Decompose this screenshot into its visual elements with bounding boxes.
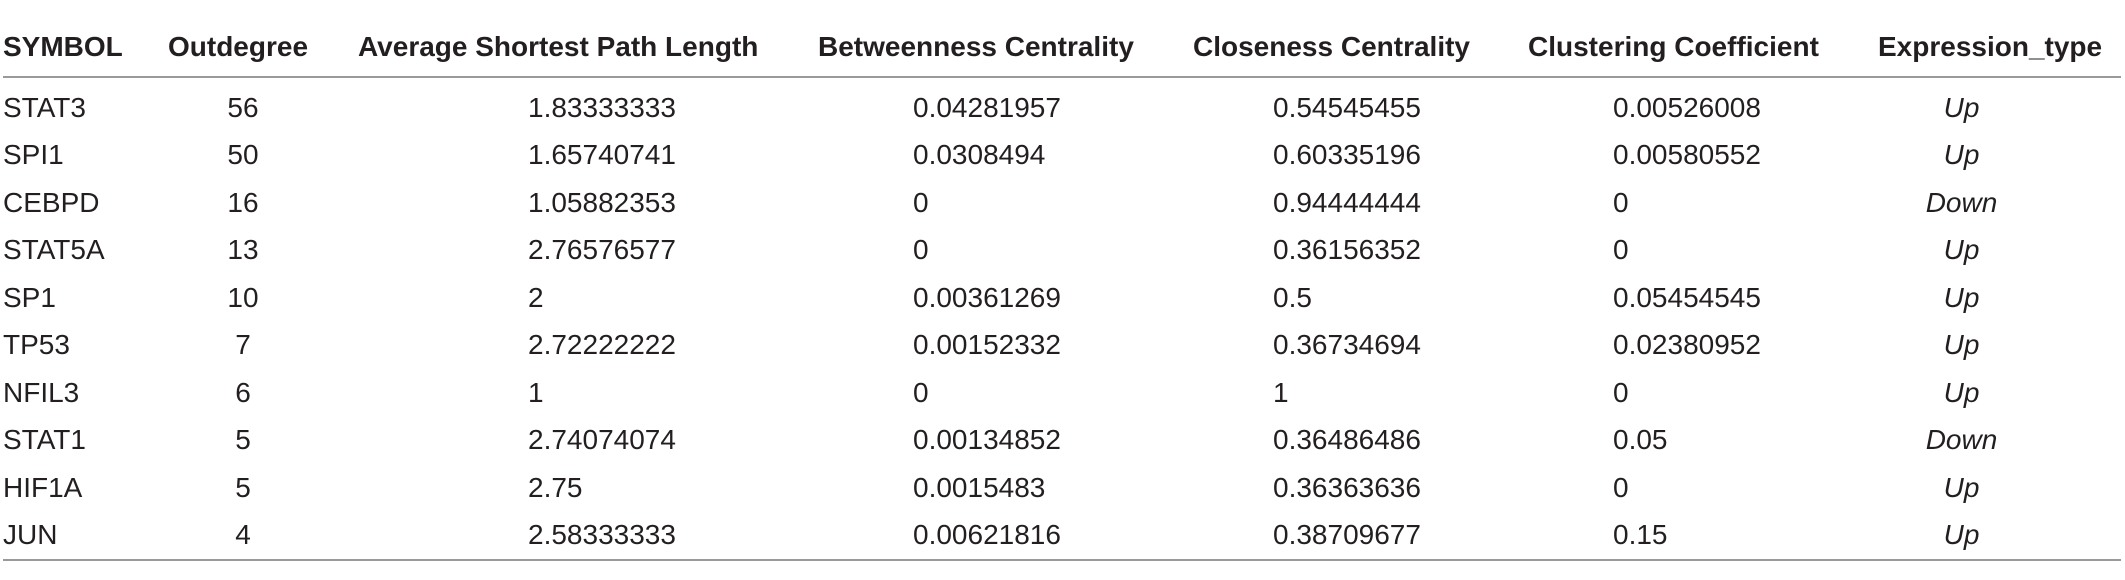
cell-expression-type: Up [1943,91,1980,123]
data-table-container: SYMBOL Outdegree Average Shortest Path L… [3,0,2121,561]
cell-clustering: 0.00526008 [1613,91,1761,123]
cell-closeness: 0.54545455 [1273,91,1421,123]
header-clustering: Clustering Coefficient [1528,31,1819,62]
cell-expression-type: Up [1943,376,1980,408]
table-body: STAT3 56 1.83333333 0.04281957 0.54545455 0.0… [3,77,2121,559]
table-row: SP1 10 2 0.00361269 0.5 0.05454545 Up [3,274,2121,322]
cell-outdegree: 5 [235,471,251,503]
cell-clustering: 0.00580552 [1613,139,1761,171]
cell-symbol: STAT3 [3,91,86,123]
header-closeness: Closeness Centrality [1193,31,1470,62]
cell-outdegree: 7 [235,329,251,361]
cell-outdegree: 10 [227,281,259,313]
cell-avg-shortest-path: 1.83333333 [528,91,676,123]
header-betweenness: Betweenness Centrality [818,31,1134,62]
cell-betweenness: 0.00621816 [913,519,1061,551]
table-row: HIF1A 5 2.75 0.0015483 0.36363636 0 Up [3,464,2121,512]
cell-closeness: 0.94444444 [1273,186,1421,218]
cell-closeness: 1 [1273,376,1289,408]
cell-outdegree: 56 [227,91,259,123]
table-row: NFIL3 6 1 0 1 0 Up [3,369,2121,417]
cell-avg-shortest-path: 1.05882353 [528,186,676,218]
cell-closeness: 0.38709677 [1273,519,1421,551]
cell-symbol: STAT5A [3,234,105,266]
cell-closeness: 0.36156352 [1273,234,1421,266]
cell-closeness: 0.36363636 [1273,471,1421,503]
cell-symbol: TP53 [3,329,70,361]
cell-closeness: 0.60335196 [1273,139,1421,171]
cell-clustering: 0.05454545 [1613,281,1761,313]
cell-expression-type: Up [1943,329,1980,361]
cell-expression-type: Up [1943,519,1980,551]
cell-outdegree: 50 [227,139,259,171]
cell-expression-type: Down [1925,186,1998,218]
cell-avg-shortest-path: 2.72222222 [528,329,676,361]
cell-expression-type: Up [1943,234,1980,266]
table-row: CEBPD 16 1.05882353 0 0.94444444 0 Down [3,179,2121,227]
table-row: STAT3 56 1.83333333 0.04281957 0.54545455 0.0… [3,77,2121,132]
cell-symbol: SP1 [3,281,56,313]
table-row: JUN 4 2.58333333 0.00621816 0.38709677 0.15 Up [3,512,2121,560]
cell-avg-shortest-path: 2 [528,281,544,313]
cell-betweenness: 0.04281957 [913,91,1061,123]
header-avg-shortest-path: Average Shortest Path Length [358,31,759,62]
cell-outdegree: 13 [227,234,259,266]
cell-expression-type: Up [1943,139,1980,171]
cell-clustering: 0 [1613,471,1629,503]
table-row: STAT1 5 2.74074074 0.00134852 0.36486486 0.05… [3,417,2121,465]
header-outdegree: Outdegree [168,31,309,62]
cell-avg-shortest-path: 1.65740741 [528,139,676,171]
cell-betweenness: 0.0015483 [913,471,1046,503]
cell-closeness: 0.36734694 [1273,329,1421,361]
cell-outdegree: 16 [227,186,259,218]
cell-outdegree: 5 [235,424,251,456]
header-row: SYMBOL Outdegree Average Shortest Path L… [3,18,2121,77]
cell-clustering: 0.05 [1613,424,1668,456]
cell-avg-shortest-path: 1 [528,376,544,408]
cell-symbol: SPI1 [3,139,64,171]
cell-expression-type: Down [1925,424,1998,456]
table-row: STAT5A 13 2.76576577 0 0.36156352 0 Up [3,227,2121,275]
table-row: SPI1 50 1.65740741 0.0308494 0.60335196 0.005… [3,132,2121,180]
cell-avg-shortest-path: 2.76576577 [528,234,676,266]
cell-outdegree: 4 [235,519,251,551]
cell-clustering: 0 [1613,186,1629,218]
network-metrics-table: SYMBOL Outdegree Average Shortest Path L… [3,18,2121,559]
cell-avg-shortest-path: 2.75 [528,471,583,503]
cell-closeness: 0.5 [1273,281,1312,313]
cell-symbol: CEBPD [3,186,100,218]
cell-clustering: 0.15 [1613,519,1668,551]
cell-clustering: 0 [1613,376,1629,408]
cell-betweenness: 0.00361269 [913,281,1061,313]
cell-symbol: HIF1A [3,471,83,503]
cell-clustering: 0.02380952 [1613,329,1761,361]
cell-betweenness: 0 [913,234,929,266]
cell-betweenness: 0.00152332 [913,329,1061,361]
cell-betweenness: 0 [913,376,929,408]
cell-closeness: 0.36486486 [1273,424,1421,456]
cell-clustering: 0 [1613,234,1629,266]
cell-betweenness: 0 [913,186,929,218]
table-header: SYMBOL Outdegree Average Shortest Path L… [3,18,2121,77]
cell-avg-shortest-path: 2.74074074 [528,424,676,456]
cell-betweenness: 0.00134852 [913,424,1061,456]
table-row: TP53 7 2.72222222 0.00152332 0.36734694 0.023… [3,322,2121,370]
cell-expression-type: Up [1943,471,1980,503]
table-bottom-rule [3,559,2121,561]
header-expression-type: Expression_type [1878,31,2103,62]
cell-symbol: STAT1 [3,424,86,456]
header-symbol: SYMBOL [3,31,123,62]
cell-betweenness: 0.0308494 [913,139,1046,171]
cell-symbol: NFIL3 [3,376,80,408]
cell-avg-shortest-path: 2.58333333 [528,519,676,551]
cell-symbol: JUN [3,519,58,551]
cell-expression-type: Up [1943,281,1980,313]
cell-outdegree: 6 [235,376,251,408]
